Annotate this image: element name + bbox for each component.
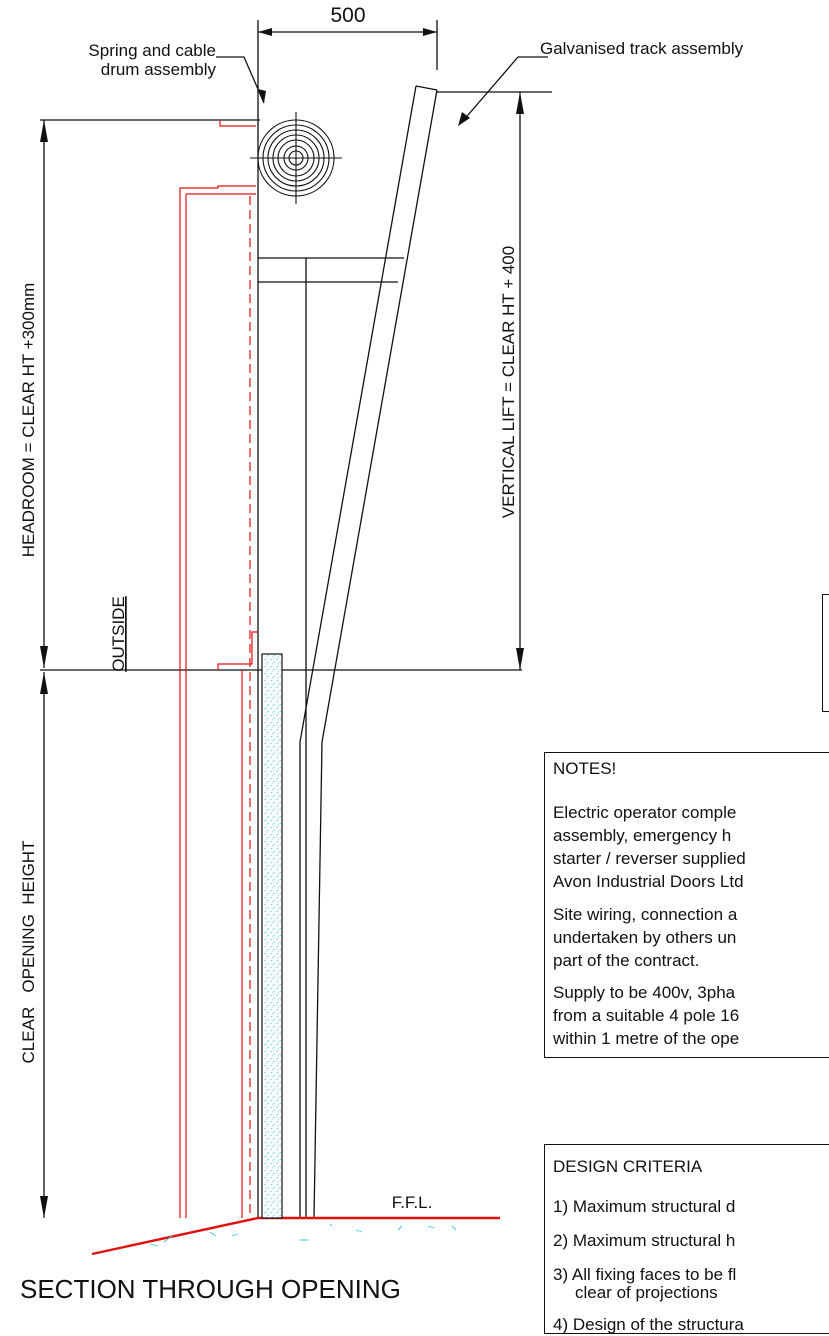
design-criteria-item: 2) Maximum structural h (553, 1231, 736, 1250)
notes-para-3-line: within 1 metre of the ope (553, 1029, 740, 1048)
track-outer-line (313, 89, 438, 1219)
notes-box: NOTES! Electric operator comple assembly… (544, 752, 829, 1058)
notes-para-1: Electric operator comple assembly, emerg… (553, 801, 746, 893)
floor-slope (91, 1216, 259, 1256)
arrow-headroom-bottom (40, 646, 48, 668)
label-galvanised-track: Galvanised track assembly (540, 39, 744, 58)
notes-para-2: Site wiring, connection a undertaken by … (553, 903, 737, 972)
arrow-lift-top (516, 92, 524, 114)
arrow-track-leader (458, 112, 470, 126)
track-inner-line (299, 85, 417, 1218)
title-block-edge (822, 594, 829, 712)
notes-para-3-line: Supply to be 400v, 3pha (553, 983, 736, 1002)
red-fixing-head (217, 631, 258, 670)
design-criteria-item: 3) All fixing faces to be fl (553, 1265, 737, 1284)
notes-para-2-line: undertaken by others un (553, 928, 737, 947)
red-fixing-top (219, 120, 256, 127)
label-ffl: F.F.L. (392, 1193, 433, 1212)
track-top (415, 85, 438, 91)
red-guide-outer (179, 185, 256, 1218)
label-clear-opening-height: CLEAR OPENING HEIGHT (19, 841, 38, 1064)
label-headroom: HEADROOM = CLEAR HT +300mm (19, 283, 38, 558)
floor-hatch (149, 1223, 457, 1247)
arrow-lift-bottom (516, 648, 524, 670)
spring-drum (250, 112, 342, 204)
leader-spring-drum (216, 56, 265, 104)
arrow-spring-leader (258, 89, 266, 103)
arrow-clear-bottom (40, 1196, 48, 1218)
design-criteria-item: 4) Design of the structura (553, 1315, 744, 1334)
design-criteria-box: DESIGN CRITERIA 1) Maximum structural d … (544, 1144, 829, 1334)
notes-para-3-line: from a suitable 4 pole 16 (553, 1006, 740, 1025)
design-criteria-item: clear of projections (575, 1283, 718, 1302)
label-outside: OUTSIDE (109, 596, 128, 672)
notes-para-3: Supply to be 400v, 3pha from a suitable … (553, 981, 739, 1050)
notes-para-2-line: part of the contract. (553, 951, 700, 970)
dimension-500: 500 (330, 4, 365, 27)
notes-para-1-line: Electric operator comple (553, 803, 737, 822)
notes-para-1-line: starter / reverser supplied (553, 849, 746, 868)
leader-track (461, 56, 548, 123)
notes-title: NOTES! (553, 759, 617, 778)
arrow-headroom-top (40, 120, 48, 142)
section-title: SECTION THROUGH OPENING (20, 1274, 401, 1304)
design-criteria-title: DESIGN CRITERIA (553, 1157, 703, 1176)
label-spring-drum-line1: Spring and cable (88, 41, 216, 60)
design-criteria-item: 1) Maximum structural d (553, 1197, 736, 1216)
notes-para-1-line: assembly, emergency h (553, 826, 732, 845)
notes-para-1-line: Avon Industrial Doors Ltd (553, 872, 744, 891)
notes-para-2-line: Site wiring, connection a (553, 905, 738, 924)
door-curtain (261, 653, 283, 1219)
label-vertical-lift: VERTICAL LIFT = CLEAR HT + 400 (499, 246, 518, 518)
label-spring-drum-line2: drum assembly (101, 60, 217, 79)
arrow-dim-500-left (258, 28, 272, 36)
arrow-dim-500-right (423, 28, 437, 36)
arrow-clear-top (40, 672, 48, 694)
